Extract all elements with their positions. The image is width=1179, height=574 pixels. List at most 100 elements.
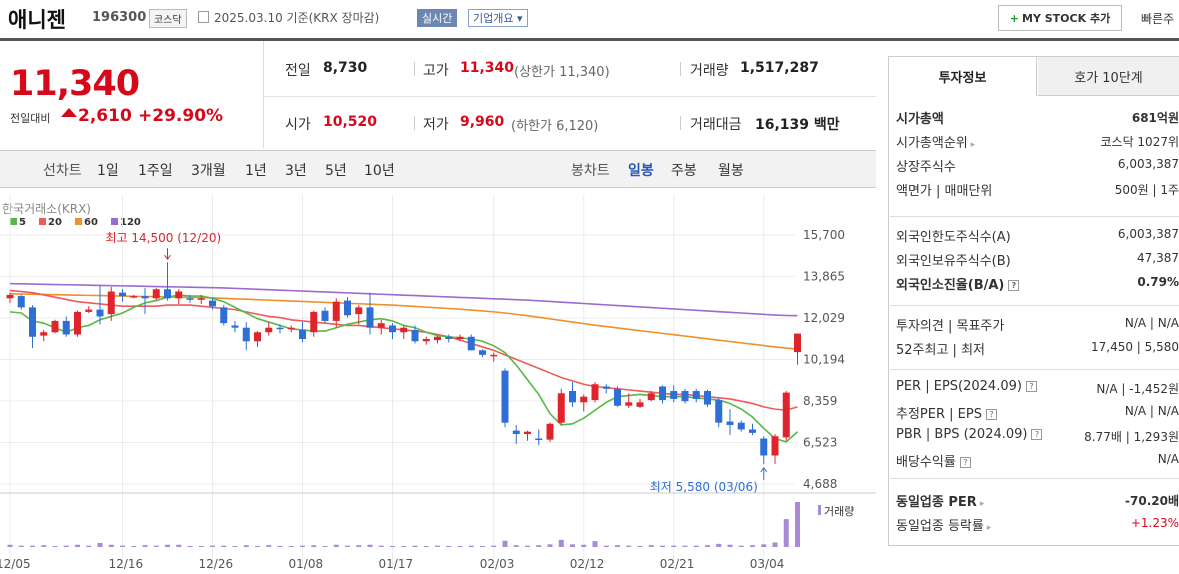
info-label: 52주최고 | 최저 [896, 339, 985, 358]
volume-bar [626, 545, 632, 547]
tab-3m[interactable]: 3개월 [191, 163, 226, 179]
candle-body [580, 396, 588, 403]
prev-label: 전일 [285, 63, 311, 79]
caret-right-icon[interactable]: ▸ [976, 499, 985, 509]
candle-body [704, 391, 711, 405]
y-tick-label: 10,194 [803, 353, 845, 367]
candle-body [377, 323, 385, 328]
candle-body [231, 325, 239, 328]
volume-bar [75, 544, 80, 547]
tab-5y[interactable]: 5년 [325, 163, 347, 179]
candle-body [96, 309, 104, 317]
volume-bar [52, 546, 58, 547]
info-label: 추정PER | EPS? [896, 403, 997, 422]
ma60-line [9, 292, 798, 350]
caret-right-icon[interactable]: ▸ [983, 523, 992, 533]
caret-right-icon[interactable]: ▸ [967, 140, 976, 150]
candlestick-chart[interactable]: 한국거래소(KRX) 5 20 60 120 15,700 13,865 12,029 10… [0, 195, 876, 574]
mystock-add-button[interactable]: + MY STOCK 추가 [998, 5, 1122, 31]
tab-monthly[interactable]: 월봉 [718, 163, 744, 179]
summary-divider [264, 96, 876, 97]
info-label: 시가총액순위 ▸ [896, 132, 975, 151]
candle-body [512, 430, 520, 434]
volume-bar [750, 545, 755, 547]
tab-1y[interactable]: 1년 [245, 163, 267, 179]
info-label-text: 상장주식수 [896, 160, 956, 175]
y-tick-label: 8,359 [803, 394, 837, 408]
info-label: 상장주식수 [896, 156, 956, 175]
candle-body [17, 296, 25, 308]
help-icon[interactable]: ? [1025, 381, 1037, 392]
divider [680, 62, 681, 76]
info-value: N/A | N/A [1124, 316, 1179, 330]
volume-bar [187, 546, 193, 547]
x-tick-label: 01/08 [289, 557, 324, 571]
calendar-icon [198, 11, 209, 23]
info-label: 시가총액 [896, 108, 944, 127]
volume-bar [378, 545, 384, 547]
volume-bar [322, 546, 328, 547]
volume-bar [243, 545, 249, 547]
volume-bar [513, 545, 519, 547]
candle-body [186, 298, 194, 300]
quick-link[interactable]: 빠른주 [1141, 12, 1175, 26]
tab-3y[interactable]: 3년 [285, 163, 307, 179]
tab-weekly[interactable]: 주봉 [671, 163, 697, 179]
help-icon[interactable]: ? [1031, 429, 1043, 440]
info-value: 코스닥 1027위 [1100, 135, 1179, 149]
y-tick-label: 12,029 [803, 311, 845, 325]
ma-legend: 5 20 60 120 [10, 217, 141, 228]
x-tick-label: 02/03 [480, 557, 515, 571]
volume-bar [446, 546, 452, 547]
y-tick-label: 4,688 [803, 477, 837, 491]
max-annotation: 최고 14,500 (12/20) [106, 231, 222, 245]
tab-daily[interactable]: 일봉 [628, 163, 654, 179]
x-tick-label: 03/04 [750, 557, 785, 571]
stock-code: 196300 [92, 10, 147, 25]
info-value: N/A [1157, 452, 1179, 466]
divider [414, 116, 415, 130]
volume-bar [30, 545, 35, 547]
x-tick-label: 12/26 [199, 557, 234, 571]
volume-bar [671, 545, 677, 547]
x-tick-label: 02/12 [570, 557, 605, 571]
candle-body [152, 289, 160, 299]
tab-1w[interactable]: 1주일 [138, 163, 173, 179]
info-value: 6,003,387 [1117, 227, 1179, 241]
candle-body [636, 402, 644, 407]
info-label-text: 투자의견 | 목표주가 [896, 319, 1005, 334]
realtime-button[interactable]: 실시간 [417, 9, 458, 27]
change-percent: +29.90% [138, 106, 224, 126]
tab-1d[interactable]: 1일 [97, 163, 119, 179]
legend-label-ma60: 60 [84, 217, 98, 228]
volume-bar [457, 546, 463, 547]
volume-bar [570, 544, 575, 547]
volume-value: 1,517,287 [740, 60, 819, 76]
tab-10y[interactable]: 10년 [364, 163, 395, 179]
current-price: 11,340 [10, 64, 140, 104]
volume-bar [232, 546, 238, 547]
min-annotation: 최저 5,580 (03/06) [650, 480, 758, 494]
info-label-text: 시가총액 [896, 112, 944, 127]
plus-icon: + [1009, 11, 1020, 25]
volume-bar [86, 545, 92, 547]
help-icon[interactable]: ? [959, 457, 971, 468]
info-label: 동일업종 PER ▸ [896, 491, 984, 510]
mystock-label: MY STOCK 추가 [1022, 12, 1111, 25]
legend-swatch-ma5 [10, 218, 17, 225]
candle-body [659, 386, 666, 401]
market-badge: 코스닥 [149, 9, 187, 28]
tab-invest-info[interactable]: 투자정보 [889, 57, 1037, 96]
volume-bar [311, 545, 317, 547]
help-icon[interactable]: ? [985, 409, 997, 420]
corp-info-dropdown[interactable]: 기업개요 ▾ [468, 9, 528, 27]
candle-body [209, 300, 216, 307]
candle-body [6, 294, 14, 299]
candle-body [546, 423, 554, 440]
candle-body [614, 388, 621, 406]
help-icon[interactable]: ? [1008, 280, 1020, 291]
tab-orderbook[interactable]: 호가 10단계 [1038, 57, 1179, 96]
volume-bar [41, 545, 47, 547]
candle-body [310, 311, 318, 333]
volume-bar [547, 544, 553, 547]
